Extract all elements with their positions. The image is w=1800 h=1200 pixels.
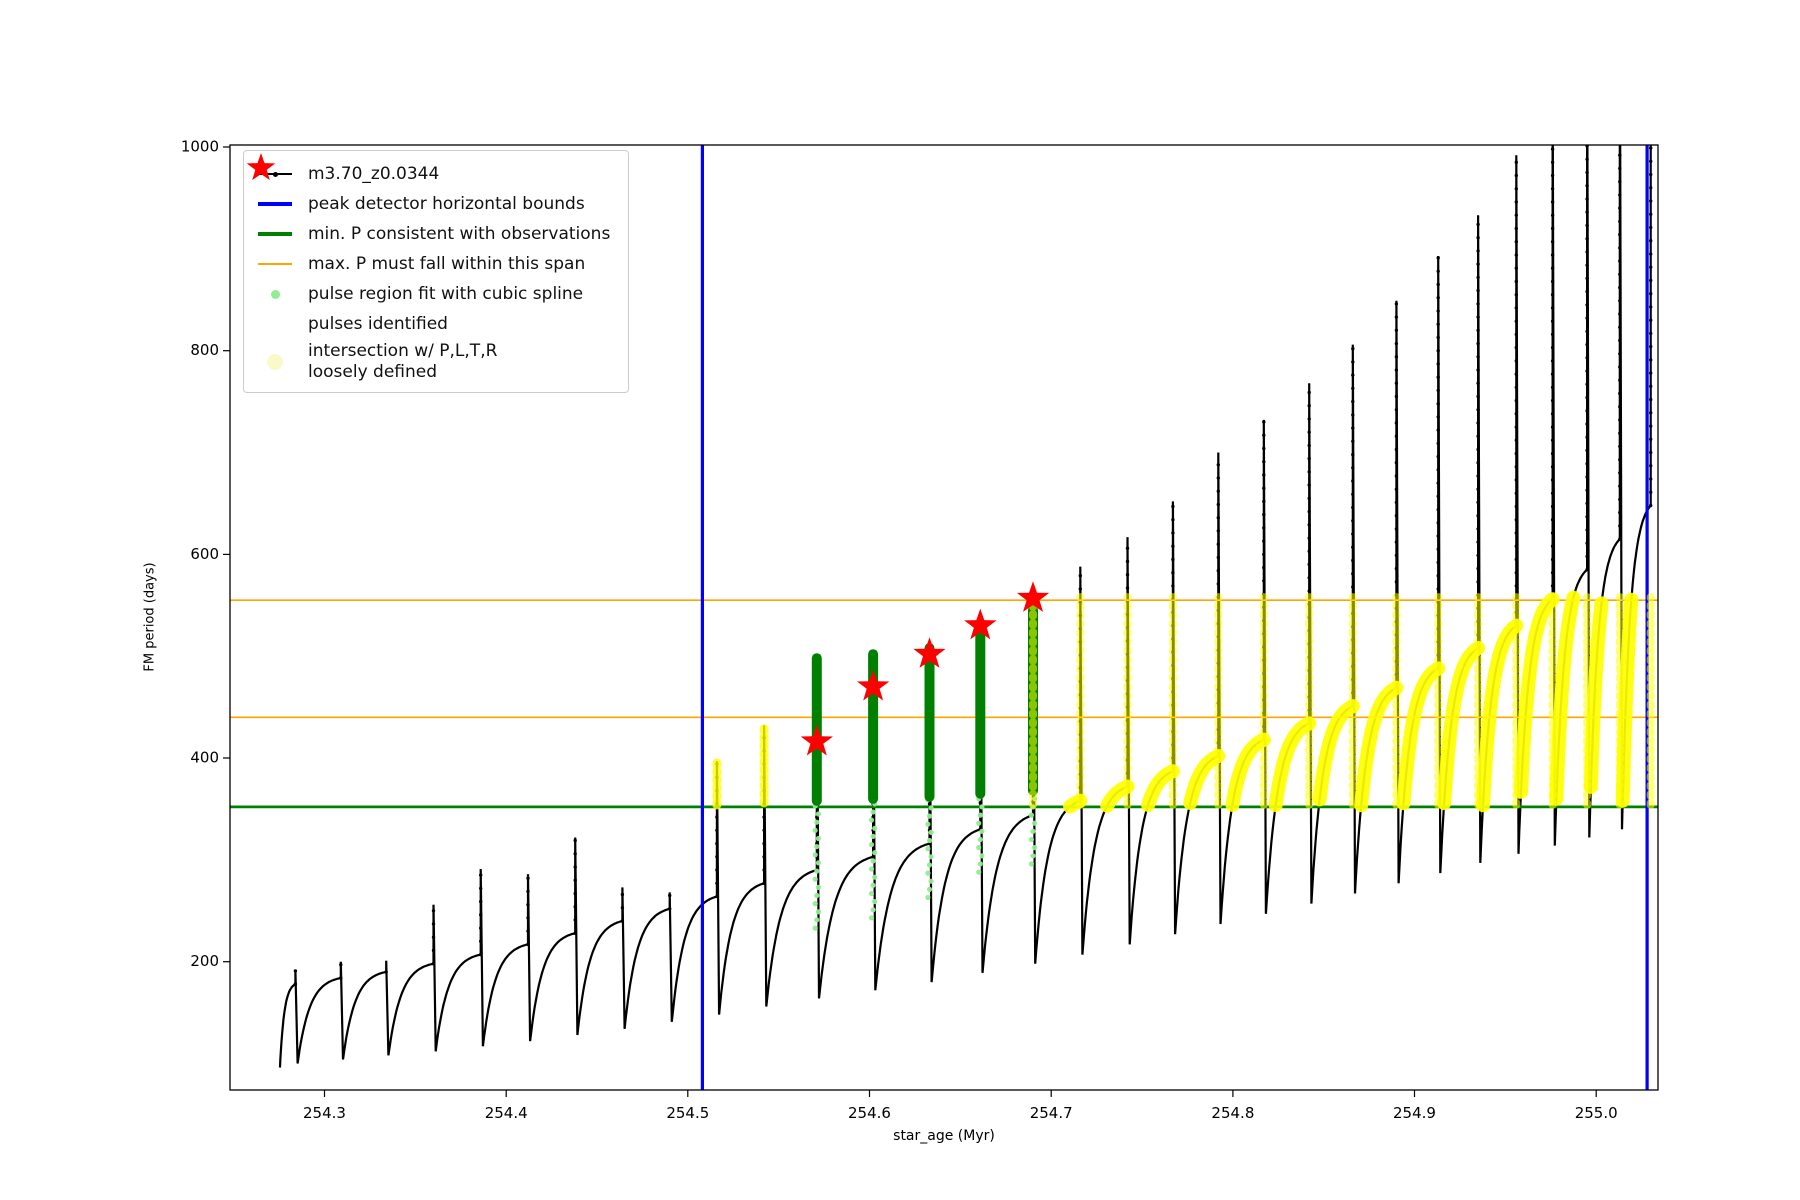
y-tick-label: 1000 (181, 138, 219, 156)
line-icon (254, 202, 296, 206)
x-tick-label: 254.5 (666, 1104, 709, 1122)
x-tick-label: 255.0 (1575, 1104, 1618, 1122)
intersection-arc (1183, 749, 1226, 810)
y-tick-label: 600 (190, 545, 219, 563)
intersection-arc (1312, 699, 1360, 807)
legend-label: max. P must fall within this span (308, 253, 586, 274)
spline-fit-dots (812, 788, 1038, 931)
pulse-identified-star (964, 608, 997, 640)
intersection-arc (1615, 592, 1639, 808)
x-tick-label: 254.4 (485, 1104, 528, 1122)
legend-item: intersection w/ P,L,T,R loosely defined (254, 339, 610, 384)
series-spike-dots (293, 145, 1653, 986)
x-tick-label: 254.3 (303, 1104, 346, 1122)
y-tick-label: 200 (190, 952, 219, 970)
pulse-identified-star (857, 669, 890, 701)
legend-label: peak detector horizontal bounds (308, 193, 585, 214)
intersection-arc (1437, 641, 1486, 811)
legend-label: min. P consistent with observations (308, 223, 611, 244)
legend-label: pulses identified (308, 313, 448, 334)
x-tick-label: 254.7 (1030, 1104, 1073, 1122)
legend-label: m3.70_z0.0344 (308, 163, 440, 184)
x-tick-label: 254.6 (848, 1104, 891, 1122)
line-icon (254, 171, 296, 177)
legend-label: pulse region fit with cubic spline (308, 283, 584, 304)
legend-item: m3.70_z0.0344 (254, 159, 610, 189)
x-axis-label: star_age (Myr) (893, 1128, 995, 1144)
dot-icon (254, 353, 296, 370)
legend-item: pulse region fit with cubic spline (254, 279, 610, 309)
legend-item: pulses identified (246, 153, 610, 339)
intersection-arc (1225, 732, 1271, 812)
legend-label: intersection w/ P,L,T,R loosely defined (308, 341, 498, 382)
intersection-arc (1583, 596, 1609, 794)
axes-frame (229, 144, 1659, 1091)
legend-item: peak detector horizontal bounds (254, 189, 610, 219)
intersection-arc (1396, 661, 1446, 811)
dot-icon (254, 289, 296, 299)
intersection-arc (1268, 716, 1317, 813)
intersection-arc (1476, 618, 1524, 813)
line-icon (254, 232, 296, 236)
y-tick-label: 400 (190, 749, 219, 767)
line-icon (254, 263, 296, 265)
x-tick-label: 254.9 (1393, 1104, 1436, 1122)
pulse-identified-star (800, 724, 833, 756)
intersection-arc (1354, 680, 1404, 813)
legend-item: min. P consistent with observations (254, 219, 610, 249)
intersection-arc (1141, 764, 1180, 812)
legend-item: max. P must fall within this span (254, 249, 610, 279)
x-tick-label: 254.8 (1211, 1104, 1254, 1122)
intersection-arc (1549, 590, 1581, 806)
pulse-identified-star (1016, 581, 1050, 612)
intersection-arc (1514, 592, 1560, 799)
y-axis-label: FM period (days) (142, 562, 158, 672)
pulse-identified-star (913, 637, 946, 668)
axis-ticks: 200 400 600 800 1000 254.3 254.4 254.5 254.6 254.… (181, 138, 1618, 1123)
y-tick-label: 800 (190, 341, 219, 359)
